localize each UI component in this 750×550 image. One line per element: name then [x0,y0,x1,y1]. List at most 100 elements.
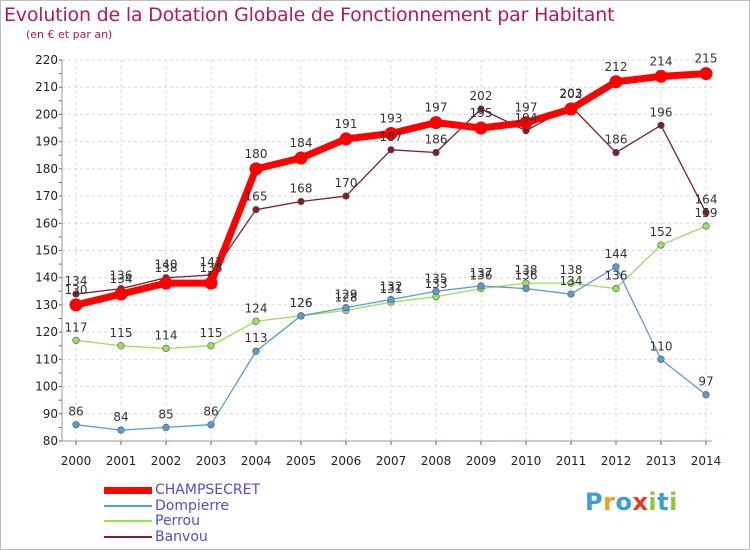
data-point-champsecret [609,75,623,89]
data-point-dompierre [117,426,125,434]
data-label-champsecret: 184 [290,136,313,150]
data-label-perrou: 114 [155,328,178,342]
data-point-banvou [387,146,395,154]
data-point-banvou [72,290,80,298]
legend-label: Dompierre [155,497,229,514]
y-tick-label: 90 [43,407,58,421]
data-label-dompierre: 134 [560,274,583,288]
data-label-banvou: 134 [65,274,88,288]
legend-swatch [104,535,152,538]
logo-letter: x [632,488,649,516]
data-label-dompierre: 113 [245,331,268,345]
data-label-champsecret: 138 [155,261,178,275]
logo-letter: r [603,488,616,516]
data-point-banvou [612,148,620,157]
x-tick-label: 2006 [331,454,362,468]
data-point-perrou [657,241,665,249]
data-point-dompierre [702,391,710,399]
data-label-champsecret: 214 [650,54,673,68]
y-tick-label: 180 [35,162,58,176]
y-tick-label: 150 [35,244,58,258]
y-tick-label: 140 [35,271,58,285]
legend-swatch [104,520,152,522]
data-point-dompierre [252,347,260,355]
data-label-perrou: 128 [335,290,358,304]
y-tick-label: 110 [35,352,58,366]
data-label-banvou: 186 [605,133,628,147]
data-label-banvou: 194 [515,111,538,125]
data-label-banvou: 203 [560,86,583,100]
data-label-champsecret: 197 [425,101,448,115]
y-tick-label: 210 [35,80,58,94]
data-label-banvou: 164 [695,192,718,206]
data-point-banvou [702,208,710,216]
x-tick-label: 2005 [286,454,317,468]
data-label-champsecret: 191 [335,117,358,131]
data-point-perrou [567,279,575,287]
data-point-dompierre [162,423,170,431]
data-point-banvou [342,192,350,200]
data-label-champsecret: 130 [65,283,88,297]
x-tick-label: 2014 [691,454,722,468]
data-label-dompierre: 97 [698,375,713,389]
data-label-perrou: 117 [65,320,88,334]
data-label-champsecret: 202 [560,87,583,101]
data-label-dompierre: 86 [203,405,218,419]
data-label-champsecret: 197 [515,101,538,115]
data-point-banvou [252,206,260,214]
data-point-dompierre [567,290,575,298]
data-label-champsecret: 180 [245,147,268,161]
x-tick-label: 2009 [466,454,497,468]
data-point-dompierre [387,295,395,304]
y-tick-label: 220 [35,53,58,67]
data-label-banvou: 141 [200,255,223,269]
data-point-perrou [207,342,215,350]
data-label-dompierre: 136 [515,269,538,283]
data-point-perrou [162,344,170,353]
data-point-champsecret [474,121,488,135]
data-label-champsecret: 215 [695,52,718,66]
y-tick-label: 160 [35,216,58,230]
data-label-banvou: 186 [425,133,448,147]
x-tick-label: 2000 [61,454,92,468]
data-point-champsecret [69,298,83,312]
data-label-perrou: 152 [650,225,673,239]
axes: 80 90 100 110 120 130 140 150 160 170 180 190 200 210… [35,53,721,468]
data-point-dompierre [657,355,665,363]
data-point-perrou [612,285,620,293]
data-point-dompierre [72,421,80,429]
data-point-dompierre [432,287,440,295]
data-point-champsecret [699,67,713,81]
data-label-dompierre: 84 [113,410,128,424]
data-label-perrou: 115 [110,326,133,340]
data-label-dompierre: 144 [605,247,628,261]
y-tick-label: 190 [35,135,58,149]
data-point-champsecret [384,126,398,140]
legend-label: Perrou [155,513,200,529]
data-label-banvou: 202 [470,89,493,103]
data-point-banvou [657,121,665,129]
y-tick-label: 120 [35,325,58,339]
data-point-perrou [117,342,125,350]
data-point-champsecret [159,276,173,290]
data-label-perrou: 138 [515,263,538,277]
data-label-dompierre: 126 [290,296,313,310]
x-tick-label: 2002 [151,454,182,468]
x-tick-label: 2011 [556,454,587,468]
data-label-banvou: 168 [290,182,313,196]
data-label-banvou: 187 [380,130,403,144]
data-label-champsecret: 138 [200,261,223,275]
data-point-dompierre [522,285,530,293]
data-point-perrou [702,222,710,230]
data-label-dompierre: 86 [68,405,83,419]
x-tick-label: 2008 [421,454,452,468]
data-point-champsecret [519,116,533,130]
data-point-champsecret [204,276,218,290]
data-point-dompierre [297,312,305,320]
data-point-champsecret [294,151,308,165]
data-point-dompierre [207,421,215,429]
data-label-perrou: 138 [560,263,583,277]
x-tick-label: 2013 [646,454,677,468]
data-point-banvou [477,105,485,113]
